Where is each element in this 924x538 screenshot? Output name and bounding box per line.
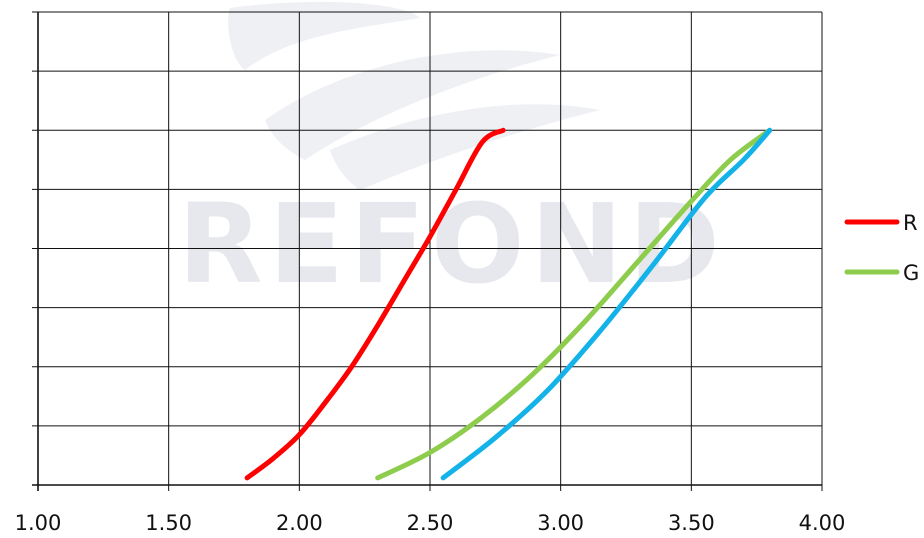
x-tick-label: 3.50 (668, 511, 715, 535)
legend-label: R (903, 211, 918, 235)
x-tick-label: 1.00 (15, 511, 62, 535)
x-tick-label: 4.00 (799, 511, 846, 535)
watermark-swoosh-2 (265, 50, 560, 160)
x-tick-label: 3.00 (537, 511, 584, 535)
series-lines (244, 127, 773, 481)
refond-watermark: REFOND (178, 1, 720, 308)
x-tick-label: 2.50 (407, 511, 454, 535)
x-axis-ticks: 1.00 1.50 2.00 2.50 3.00 3.50 4.00 (15, 511, 846, 535)
grid (32, 11, 823, 491)
series-line-r (244, 127, 506, 481)
legend: RG (844, 211, 919, 285)
x-tick-label: 2.00 (276, 511, 323, 535)
watermark-swoosh-3 (330, 104, 600, 190)
legend-label: G (903, 261, 919, 285)
series-line-series-3 (440, 127, 773, 481)
x-tick-label: 1.50 (145, 511, 192, 535)
series-line-g (375, 127, 773, 481)
watermark-swoosh-1 (228, 1, 420, 70)
